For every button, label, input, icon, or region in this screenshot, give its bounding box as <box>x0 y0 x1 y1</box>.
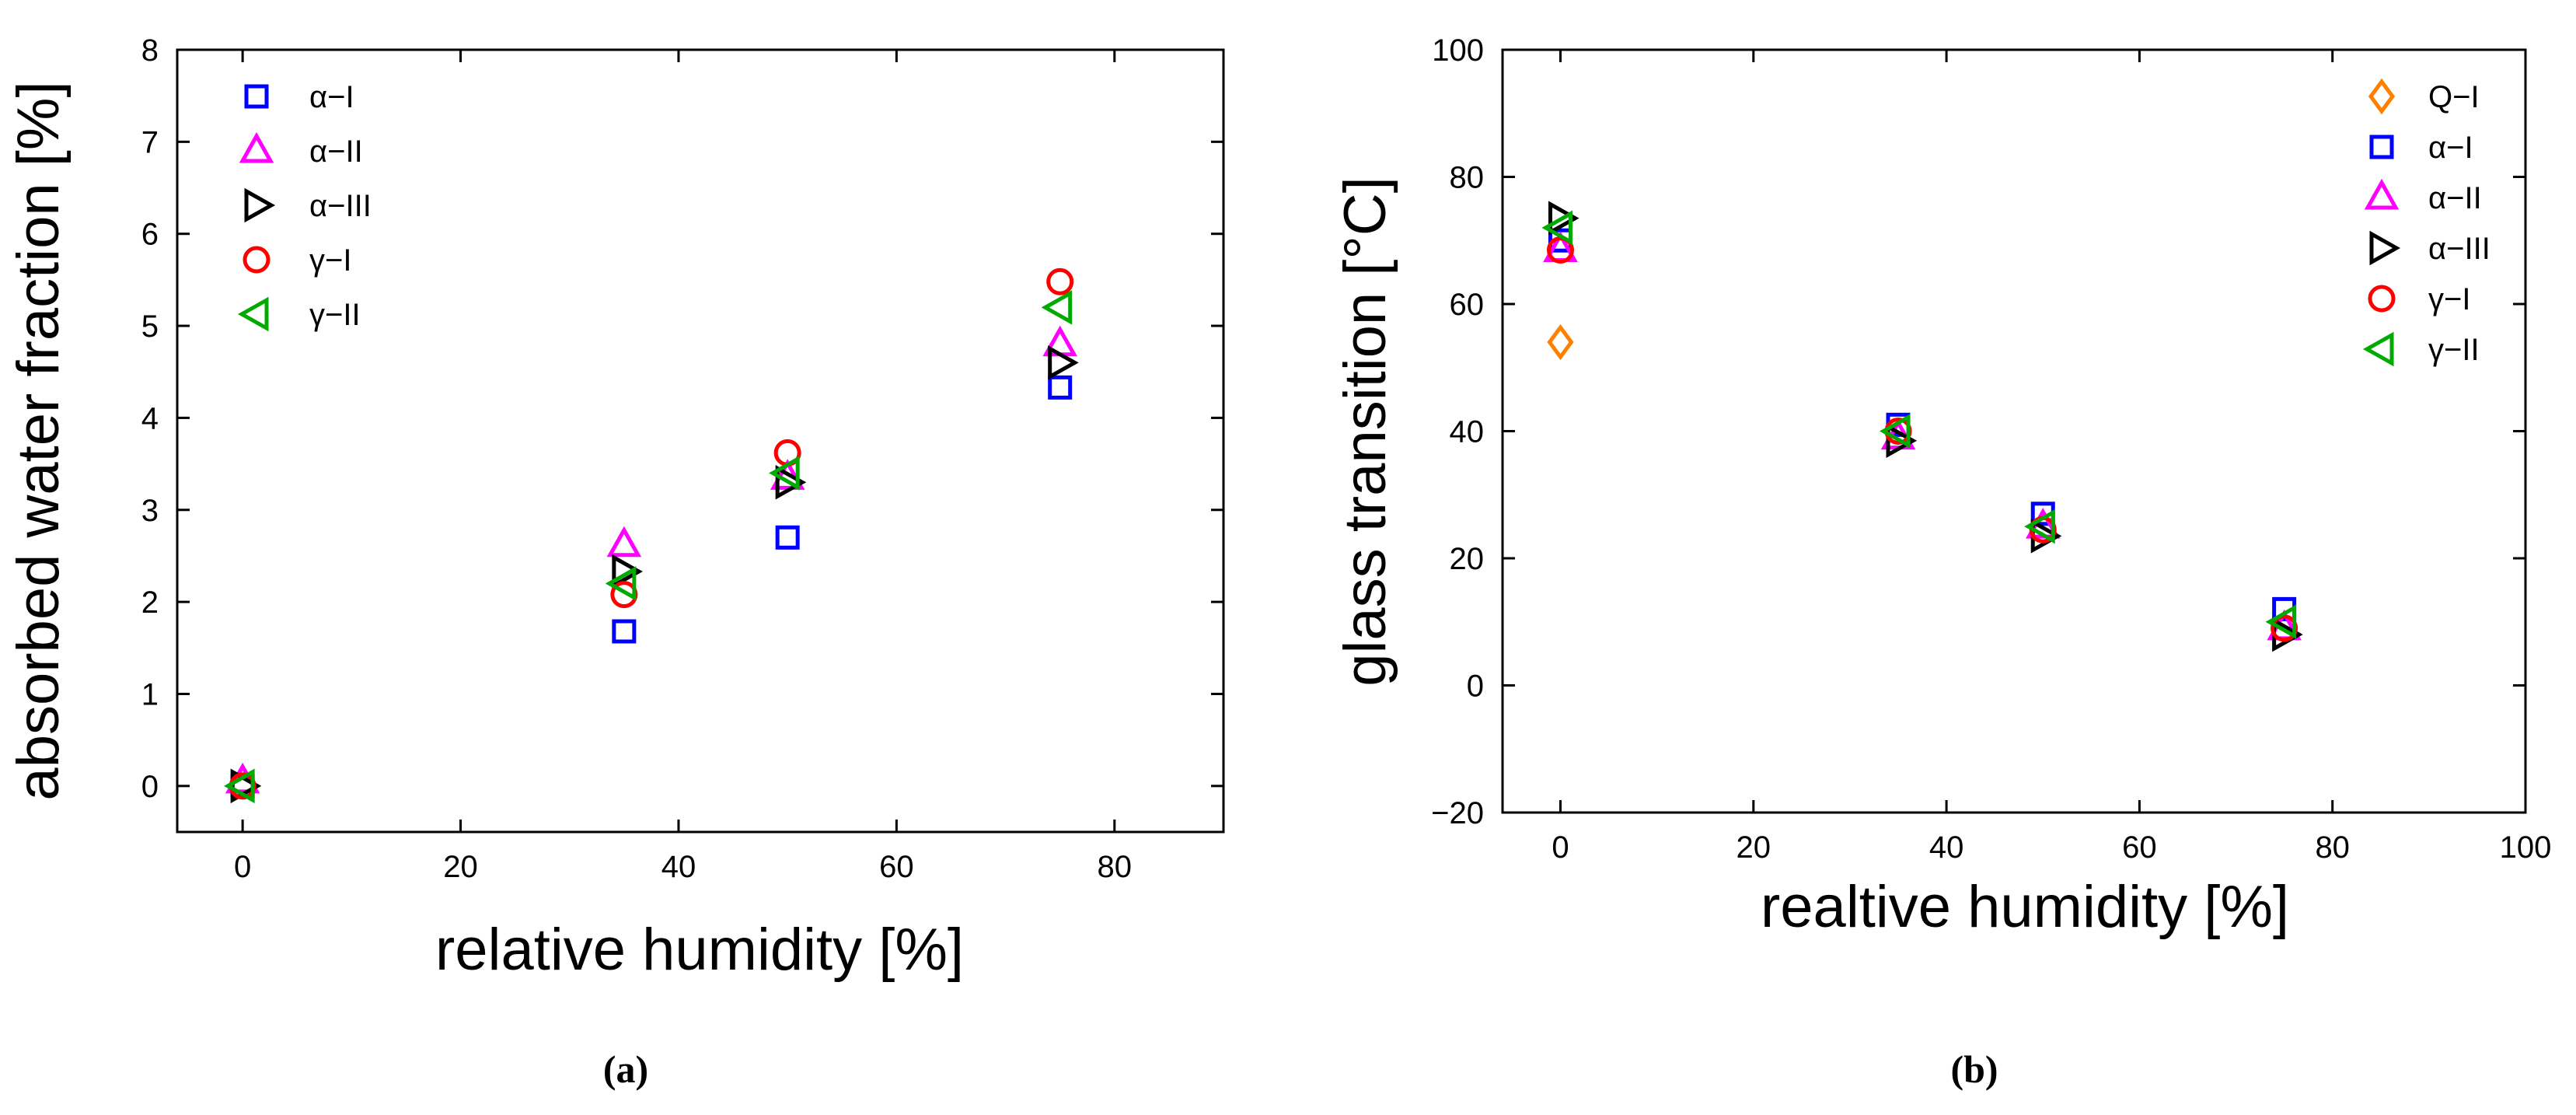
y-tick-label: −20 <box>1431 796 1484 830</box>
y-tick-label: 5 <box>141 309 159 344</box>
x-axis-label: realtive humidity [%] <box>1761 874 2289 940</box>
x-axis: 0 20 40 60 80 <box>234 50 1132 884</box>
y-tick-label: 0 <box>1467 669 1484 704</box>
data-point <box>2024 509 2055 544</box>
y-axis-label: absorbed water fraction [%] <box>5 81 72 800</box>
legend-label: γ−II <box>2428 333 2480 367</box>
legend-label: α−II <box>309 135 363 169</box>
plot-frame <box>176 48 1225 834</box>
legend-marker <box>243 246 271 274</box>
x-tick-label: 40 <box>661 850 696 884</box>
y-tick-label: 6 <box>141 218 159 252</box>
x-tick-label: 0 <box>1552 830 1569 865</box>
legend-marker <box>2362 331 2394 367</box>
data-point <box>1048 345 1079 380</box>
legend-marker <box>237 296 269 332</box>
y-tick-label: 8 <box>141 33 159 68</box>
legend-label: Q−I <box>2428 80 2480 114</box>
data-point <box>775 525 800 550</box>
series-triangle-up <box>225 325 1077 794</box>
y-axis: 0 1 2 3 4 5 6 7 8 <box>141 33 1223 804</box>
legend-marker <box>2364 178 2400 210</box>
y-axis-label: glass transition [°C] <box>1332 177 1398 687</box>
x-tick-label: 60 <box>879 850 914 884</box>
data-point <box>1041 290 1073 325</box>
y-tick-label: 60 <box>1450 288 1485 322</box>
x-tick-label: 0 <box>234 850 251 884</box>
legend-marker <box>244 84 269 109</box>
chart-a: 0 20 40 60 80 0 1 2 3 4 5 6 7 8 relative humidity [%] a… <box>5 33 1225 1091</box>
data-point <box>1547 323 1574 361</box>
legend-label: α−III <box>309 189 372 223</box>
data-point <box>2265 604 2297 640</box>
x-tick-label: 100 <box>2500 830 2552 865</box>
data-point <box>606 526 642 558</box>
legend-label: α−I <box>2428 131 2473 165</box>
legend-label: γ−I <box>309 243 351 278</box>
data-point <box>1886 423 1918 459</box>
data-point <box>612 619 637 644</box>
series-triangle-up <box>1543 231 2302 641</box>
x-tick-label: 20 <box>1737 830 1771 865</box>
y-tick-label: 4 <box>141 401 159 435</box>
data-point <box>612 554 643 589</box>
data-point <box>1046 267 1074 295</box>
y-tick-label: 7 <box>141 125 159 159</box>
series-diamond <box>1547 323 1574 361</box>
legend-label: γ−I <box>2428 282 2470 316</box>
legend-marker <box>2369 135 2394 159</box>
y-axis: −20 0 20 40 60 80 100 <box>1431 33 2525 830</box>
legend-label: α−II <box>2428 181 2482 215</box>
series-square <box>230 375 1073 799</box>
y-tick-label: 0 <box>141 770 159 804</box>
series-triangle-right <box>230 345 1079 804</box>
x-axis-label: relative humidity [%] <box>435 917 964 983</box>
legend: Q−I α−I α−II α−III γ−I γ−II <box>2362 78 2490 367</box>
data-point <box>1546 236 1574 264</box>
x-tick-label: 20 <box>443 850 478 884</box>
legend: α−I α−II α−III γ−I γ−II <box>237 80 372 332</box>
data-point <box>224 768 255 804</box>
x-tick-label: 40 <box>1929 830 1964 865</box>
y-tick-label: 80 <box>1450 161 1485 195</box>
x-tick-label: 80 <box>1098 850 1133 884</box>
series-triangle-left <box>1541 210 2297 640</box>
figure-caption: (a) <box>603 1047 648 1091</box>
figure-caption: (b) <box>1950 1047 1998 1091</box>
legend-marker <box>2368 285 2396 313</box>
series-circle <box>229 267 1074 800</box>
legend-marker <box>2368 78 2396 115</box>
y-tick-label: 2 <box>141 585 159 620</box>
x-tick-label: 80 <box>2315 830 2350 865</box>
data-point <box>1048 375 1073 400</box>
y-tick-label: 40 <box>1450 415 1485 449</box>
series-circle <box>1546 236 2299 642</box>
data-point <box>775 464 807 500</box>
y-tick-label: 20 <box>1450 542 1485 576</box>
data-point <box>605 566 637 601</box>
legend-marker <box>239 131 274 163</box>
plot-frame <box>1501 48 2527 814</box>
data-point <box>769 456 800 491</box>
x-axis: 0 20 40 60 80 100 <box>1552 50 2551 865</box>
legend-label: γ−II <box>309 298 361 332</box>
chart-b: 0 20 40 60 80 100 −20 0 20 40 60 80 100 realtive humi… <box>1332 33 2551 1091</box>
legend-label: α−I <box>309 80 354 114</box>
y-tick-label: 100 <box>1432 33 1484 68</box>
data-point <box>1541 210 1572 246</box>
legend-label: α−III <box>2428 232 2490 266</box>
series-square <box>1548 228 2297 621</box>
x-tick-label: 60 <box>2122 830 2157 865</box>
series-triangle-left <box>224 290 1073 804</box>
y-tick-label: 1 <box>141 677 159 711</box>
legend-marker <box>2369 230 2401 266</box>
series-triangle-right <box>1548 201 2303 652</box>
y-tick-label: 3 <box>141 494 159 528</box>
data-point <box>1548 201 1579 236</box>
data-point <box>1879 414 1911 449</box>
legend-marker <box>244 187 276 223</box>
